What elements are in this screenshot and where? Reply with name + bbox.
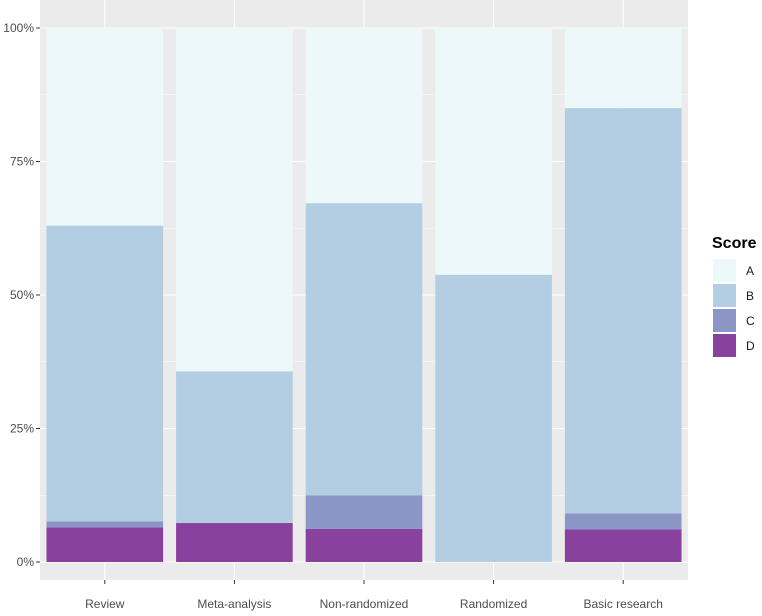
x-tick-label: Review: [85, 597, 125, 611]
bar-segment-b: [176, 371, 293, 524]
legend-key-c: [713, 309, 736, 332]
legend-key-b: [713, 284, 736, 307]
y-axis: 0% 25% 50% 75% 100%: [3, 21, 40, 569]
bar-segment-a: [176, 28, 293, 372]
bar-segment-a: [564, 28, 682, 109]
bar-segment-b: [564, 108, 682, 514]
y-tick-label: 25%: [10, 422, 34, 436]
bar-segment-a: [46, 28, 164, 226]
y-tick-label: 0%: [17, 555, 35, 569]
bars: [46, 28, 682, 562]
x-axis: Review Meta-analysis Non-randomized Randomi…: [85, 580, 663, 611]
bar-segment-b: [435, 274, 552, 562]
x-tick-label: Meta-analysis: [197, 597, 271, 611]
bar-segment-a: [305, 28, 423, 204]
bar-segment-d: [46, 527, 164, 562]
bar-segment-b: [46, 225, 164, 522]
bar-segment-b: [305, 203, 423, 496]
bar-segment-a: [435, 28, 552, 275]
x-tick-label: Basic research: [584, 597, 663, 611]
bar-segment-d: [564, 529, 682, 562]
legend-label-d: D: [746, 339, 755, 353]
bar-segment-d: [176, 523, 293, 562]
y-tick-label: 100%: [3, 21, 34, 35]
legend-title: Score: [712, 235, 757, 252]
legend-label-c: C: [746, 314, 755, 328]
legend-label-b: B: [746, 289, 754, 303]
legend-key-a: [713, 259, 736, 282]
x-tick-label: Randomized: [460, 597, 527, 611]
bar-segment-c: [564, 513, 682, 530]
legend-key-d: [713, 334, 736, 357]
legend-label-a: A: [746, 264, 754, 278]
y-tick-label: 75%: [10, 155, 34, 169]
y-tick-label: 50%: [10, 288, 34, 302]
bar-segment-d: [305, 528, 423, 562]
bar-segment-c: [305, 495, 423, 529]
bar-segment-c: [46, 521, 164, 528]
x-tick-label: Non-randomized: [320, 597, 409, 611]
